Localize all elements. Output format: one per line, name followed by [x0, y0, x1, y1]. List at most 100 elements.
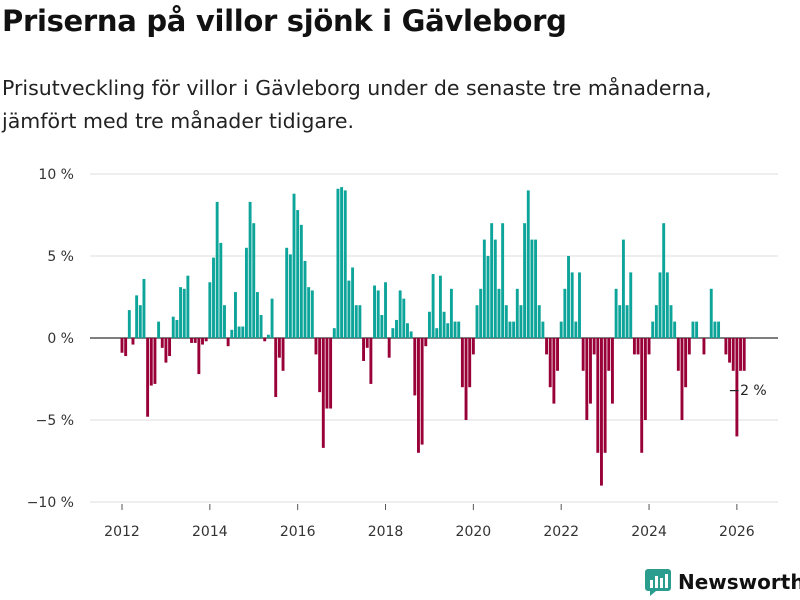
bar	[329, 338, 333, 409]
bar	[208, 282, 212, 338]
bar	[237, 326, 241, 338]
bar	[632, 338, 636, 355]
chart-title: Priserna på villor sjönk i Gävleborg	[2, 4, 567, 38]
bar	[435, 328, 439, 338]
bar	[142, 278, 146, 338]
bar	[336, 188, 340, 338]
price-change-chart: 10 % 5 % 0 % −5 % −10 % 2012 2014 2016 2018 2020…	[27, 167, 778, 540]
bar	[127, 310, 131, 338]
y-tick-label: −5 %	[36, 413, 74, 429]
bar	[567, 256, 570, 338]
bar	[395, 319, 398, 338]
bar	[578, 272, 581, 338]
bar	[545, 338, 549, 355]
bar	[541, 321, 545, 338]
bar	[259, 315, 263, 338]
bar	[369, 338, 373, 384]
bar	[596, 338, 600, 453]
bar	[735, 338, 739, 437]
bar	[607, 338, 611, 371]
bar	[508, 321, 512, 338]
bar	[471, 338, 475, 355]
bar	[643, 338, 647, 420]
bar	[204, 338, 208, 342]
bar	[138, 305, 142, 338]
bar	[186, 275, 190, 338]
bar	[427, 311, 431, 338]
bar	[548, 338, 552, 388]
bar	[431, 274, 435, 338]
bar	[255, 292, 259, 338]
bar	[131, 338, 135, 345]
bar	[318, 338, 322, 393]
bar	[589, 338, 592, 404]
bar	[120, 338, 124, 353]
bar	[713, 321, 717, 338]
x-tick-label: 2016	[280, 524, 316, 540]
bar	[731, 338, 735, 371]
bar	[687, 338, 691, 355]
bar	[519, 305, 523, 338]
bar	[402, 298, 406, 338]
bar	[314, 338, 318, 355]
bar	[365, 338, 369, 348]
y-tick-label: 5 %	[47, 249, 74, 265]
bar	[398, 290, 402, 338]
x-axis: 2012 2014 2016 2018 2020 2022 2024 2026	[104, 504, 755, 540]
bar	[307, 287, 311, 338]
bar	[376, 290, 380, 338]
bar	[285, 247, 289, 338]
bar	[164, 338, 168, 363]
bar	[717, 321, 721, 338]
bar	[380, 315, 384, 338]
bar	[482, 239, 486, 338]
bar	[234, 292, 237, 338]
bar	[292, 193, 296, 338]
bar	[592, 338, 596, 355]
bar	[146, 338, 150, 417]
x-tick-label: 2020	[456, 524, 492, 540]
bar	[724, 338, 728, 355]
bar	[149, 338, 153, 386]
bar	[695, 321, 699, 338]
bar	[266, 334, 270, 338]
bar	[340, 187, 344, 338]
bar	[728, 338, 732, 363]
bar	[409, 331, 413, 338]
bar	[453, 321, 457, 338]
y-tick-label: 0 %	[47, 331, 74, 347]
bar	[490, 223, 494, 338]
bar	[603, 338, 607, 453]
bar	[742, 338, 746, 371]
bar	[629, 272, 633, 338]
bar	[215, 201, 219, 338]
bar	[614, 288, 618, 338]
bar	[497, 288, 501, 338]
bar	[274, 338, 278, 398]
bar	[556, 338, 559, 371]
bar	[658, 272, 662, 338]
bar	[241, 326, 245, 338]
bar	[669, 305, 673, 338]
x-tick-label: 2014	[192, 524, 228, 540]
bar	[354, 305, 358, 338]
bar	[153, 338, 157, 384]
bar	[190, 338, 193, 343]
y-axis: 10 % 5 % 0 % −5 % −10 %	[27, 167, 74, 511]
bar	[248, 201, 252, 338]
bar	[201, 338, 204, 345]
bar	[244, 247, 248, 338]
x-tick-label: 2026	[719, 524, 755, 540]
bar	[651, 321, 655, 338]
bar	[654, 305, 658, 338]
bar	[515, 288, 519, 338]
bar	[325, 338, 329, 409]
bar	[332, 328, 336, 338]
annotation: −2 %	[728, 383, 766, 399]
bar	[417, 338, 420, 453]
bar	[270, 298, 274, 338]
brand-logo: Newsworthy	[644, 568, 800, 596]
bar	[673, 321, 677, 338]
y-tick-label: 10 %	[38, 167, 74, 183]
bar	[387, 338, 391, 358]
